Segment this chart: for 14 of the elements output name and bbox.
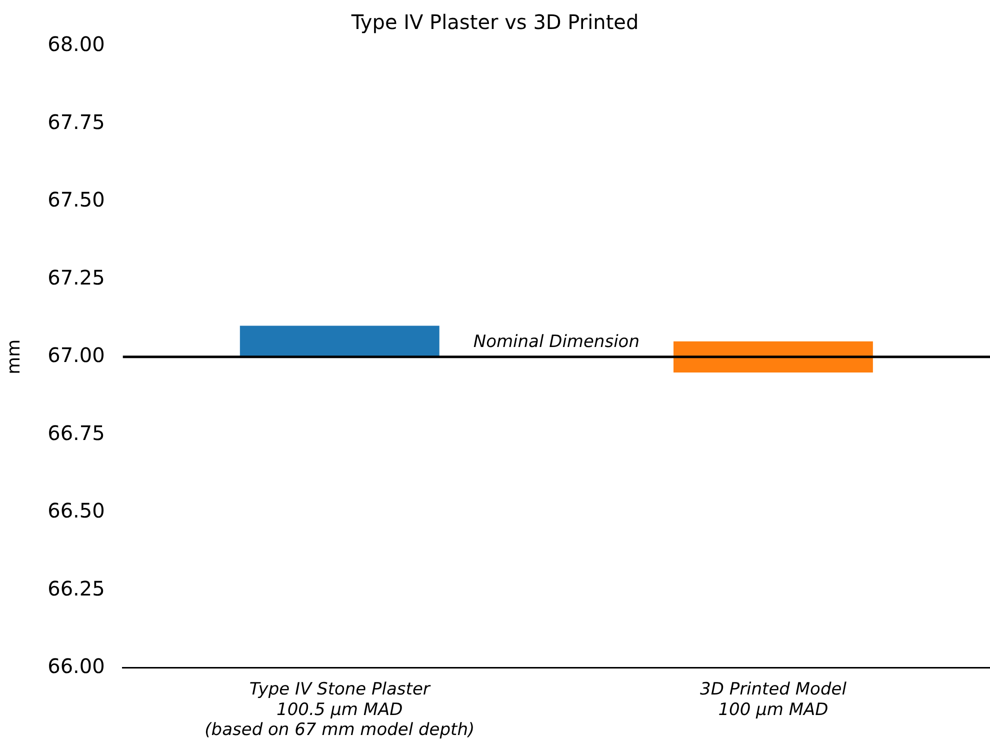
y-tick-label: 66.75 — [48, 420, 105, 445]
y-tick-label: 66.50 — [48, 498, 105, 523]
y-axis-title: mm — [3, 339, 24, 374]
x-tick-label: 3D Printed Model 100 µm MAD — [700, 679, 847, 720]
y-tick-label: 67.50 — [48, 188, 105, 212]
y-tick-label: 67.25 — [48, 265, 105, 290]
y-tick-label: 67.00 — [48, 343, 105, 368]
y-tick-label: 66.25 — [48, 576, 105, 600]
y-tick-label: 67.75 — [48, 110, 105, 134]
ref-line-label: Nominal Dimension — [473, 332, 640, 352]
x-tick-label: Type IV Stone Plaster 100.5 µm MAD (based on 67 mm model depth) — [204, 679, 475, 740]
y-tick-label: 66.00 — [48, 654, 105, 678]
y-tick-label: 68.00 — [48, 32, 105, 56]
chart-title: Type IV Plaster vs 3D Printed — [350, 10, 639, 34]
